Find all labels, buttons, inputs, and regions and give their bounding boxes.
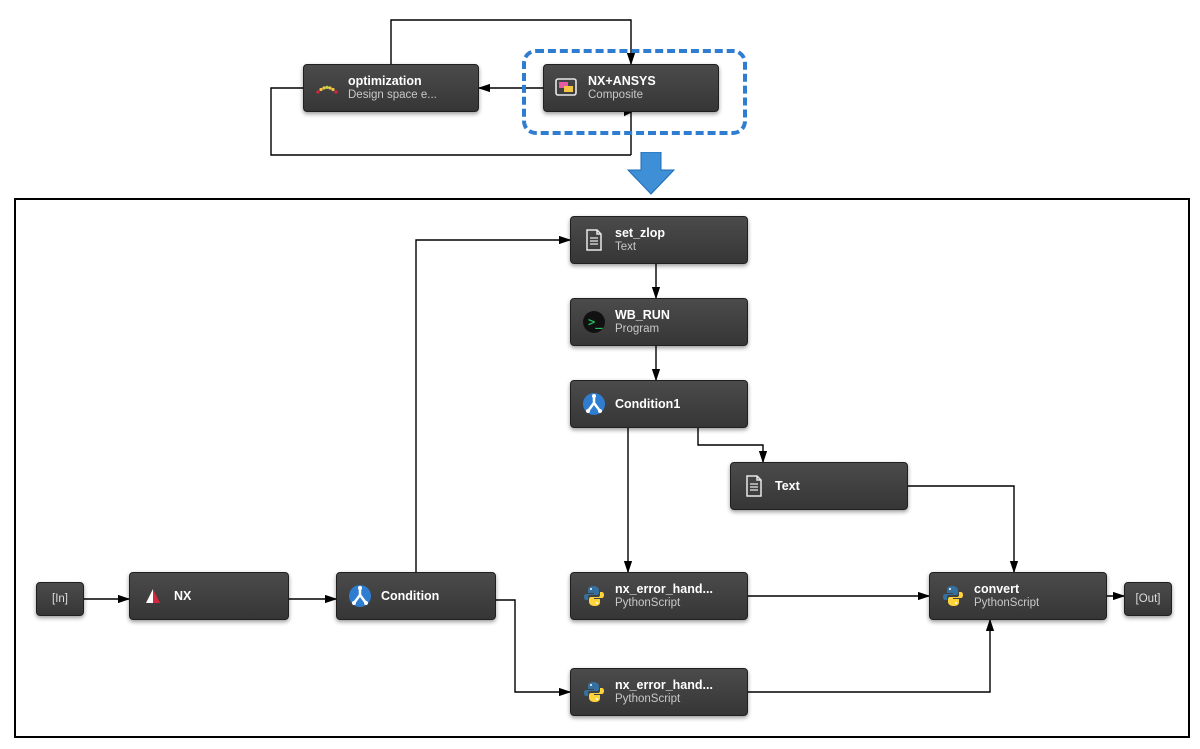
nx-error-hand-2-node[interactable]: nx_error_hand... PythonScript [570,668,748,716]
document-icon [581,227,607,253]
nx-title: NX [174,589,191,603]
set-zlop-subtitle: Text [615,241,665,254]
composite-subtitle: Composite [588,89,656,102]
svg-text:>_: >_ [588,315,603,330]
condition-node[interactable]: Condition [336,572,496,620]
text-title: Text [775,479,800,493]
convert-title: convert [974,582,1039,596]
optimization-title: optimization [348,74,437,88]
composite-workflow-panel [14,198,1190,738]
nx-icon [140,583,166,609]
nx-node[interactable]: NX [129,572,289,620]
composite-icon [554,75,580,101]
document-icon [741,473,767,499]
text-node[interactable]: Text [730,462,908,510]
wb-run-subtitle: Program [615,323,670,336]
condition-branch-icon [581,391,607,417]
condition-branch-icon [347,583,373,609]
nx-error-2-subtitle: PythonScript [615,693,713,706]
python-icon [940,583,966,609]
nx-ansys-composite-node[interactable]: NX+ANSYS Composite [543,64,719,112]
terminal-icon: >_ [581,309,607,335]
python-icon [581,679,607,705]
optimization-subtitle: Design space e... [348,89,437,102]
out-port-node[interactable]: [Out] [1124,582,1172,616]
optimization-node[interactable]: optimization Design space e... [303,64,479,112]
condition1-title: Condition1 [615,397,680,411]
nx-error-2-title: nx_error_hand... [615,678,713,692]
condition1-node[interactable]: Condition1 [570,380,748,428]
optimization-dots-icon [314,75,340,101]
set-zlop-title: set_zlop [615,226,665,240]
nx-error-1-title: nx_error_hand... [615,582,713,596]
convert-subtitle: PythonScript [974,597,1039,610]
python-icon [581,583,607,609]
set-zlop-node[interactable]: set_zlop Text [570,216,748,264]
nx-error-hand-1-node[interactable]: nx_error_hand... PythonScript [570,572,748,620]
composite-title: NX+ANSYS [588,74,656,88]
condition-title: Condition [381,589,439,603]
in-label: [In] [52,593,68,605]
wb-run-node[interactable]: >_ WB_RUN Program [570,298,748,346]
in-port-node[interactable]: [In] [36,582,84,616]
nx-error-1-subtitle: PythonScript [615,597,713,610]
wb-run-title: WB_RUN [615,308,670,322]
convert-node[interactable]: convert PythonScript [929,572,1107,620]
out-label: [Out] [1136,593,1161,605]
